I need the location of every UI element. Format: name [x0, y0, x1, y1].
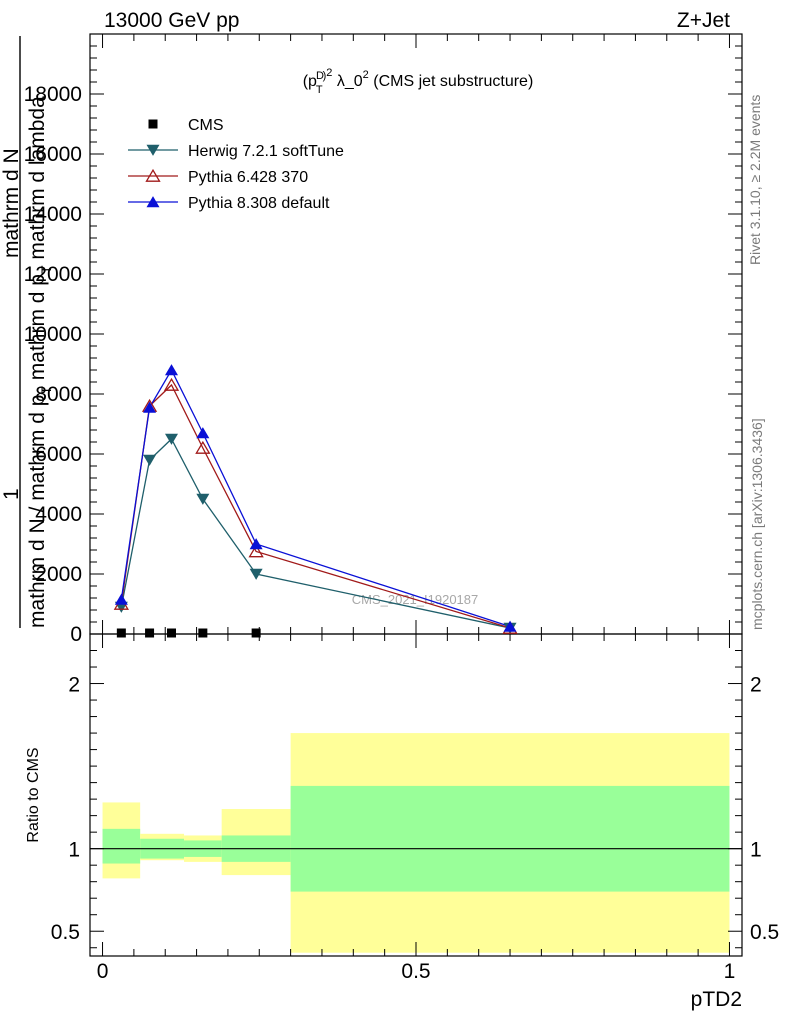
ratio-inner-band-0 — [102, 828, 141, 864]
data-point-pythia-8-308-default — [165, 364, 178, 376]
svg-text:mathrm d N: mathrm d N — [0, 148, 23, 258]
x-axis-label: pTD2 — [691, 988, 742, 1011]
plot-title: (pD T)2 λ_02 (CMS jet substructure) — [303, 67, 534, 96]
data-point-cms — [198, 628, 208, 638]
legend-marker — [145, 168, 161, 182]
x-tick-label: 0.5 — [401, 960, 430, 983]
legend: CMS Herwig 7.2.1 softTune Pythia 6.428 370… — [128, 117, 344, 212]
main-axis-ticks — [90, 34, 742, 635]
main-y-tick-label: 16000 — [24, 143, 82, 166]
series-markers — [113, 364, 518, 638]
data-point-cms — [167, 628, 176, 638]
legend-label: Pythia 6.428 370 — [188, 169, 308, 186]
main-y-tick-label: 14000 — [24, 203, 82, 226]
series-lines — [120, 368, 511, 629]
legend-label: Pythia 8.308 default — [188, 195, 330, 212]
ratio-y-tick-label-right: 2 — [750, 674, 762, 697]
data-point-herwig-7-2-1-softtune — [165, 433, 178, 445]
data-point-pythia-6-428-370 — [195, 440, 211, 454]
ratio-y-tick-label: 2 — [68, 674, 80, 697]
main-y-tick-label: 18000 — [24, 83, 82, 106]
side-text-mcplots: mcplots.cern.ch [arXiv:1306.3436] — [749, 418, 765, 630]
data-point-cms — [145, 628, 155, 638]
data-point-herwig-7-2-1-softtune — [249, 568, 263, 580]
data-point-pythia-6-428-370 — [163, 377, 180, 391]
data-point-pythia-8-308-default — [503, 620, 517, 632]
ratio-y-tick-labels: 0.5 0.5 1 1 2 2 — [51, 674, 779, 945]
data-point-cms — [116, 628, 126, 638]
legend-marker — [148, 119, 158, 129]
header-process: Z+Jet — [677, 9, 730, 32]
ratio-y-tick-label: 0.5 — [51, 921, 80, 944]
ratio-inner-band-4 — [290, 785, 730, 892]
header-energy: 13000 GeV pp — [104, 9, 239, 32]
ratio-y-label: Ratio to CMS — [25, 747, 42, 842]
data-point-pythia-8-308-default — [196, 427, 210, 439]
side-text-rivet: Rivet 3.1.10, ≥ 2.2M events — [747, 95, 763, 265]
ratio-y-tick-label-right: 1 — [750, 839, 762, 862]
main-y-tick-label: 8000 — [35, 383, 82, 406]
svg-text:mathrm d N / mathrm d pT mathr: mathrm d N / mathrm d pT mathrm d pT mat… — [26, 96, 54, 628]
x-tick-label: 1 — [724, 960, 736, 983]
data-point-pythia-8-308-default — [114, 593, 128, 605]
main-y-tick-label: 2000 — [35, 563, 82, 586]
legend-marker — [146, 196, 160, 208]
data-point-cms — [251, 628, 261, 638]
legend-label: CMS — [188, 117, 224, 134]
ratio-y-tick-label: 1 — [68, 839, 80, 862]
legend-label: Herwig 7.2.1 softTune — [188, 143, 344, 160]
x-tick-labels: 0 0.5 1 — [97, 960, 736, 983]
data-point-pythia-6-428-370 — [248, 544, 264, 558]
main-y-tick-label: 6000 — [35, 443, 82, 466]
main-y-tick-label: 4000 — [35, 503, 82, 526]
series-line-herwig-7-2-1-softtune — [120, 437, 511, 629]
data-point-pythia-8-308-default — [249, 538, 263, 550]
main-y-tick-label: 10000 — [24, 323, 82, 346]
ratio-bands — [102, 733, 730, 953]
legend-marker — [146, 144, 160, 156]
data-point-herwig-7-2-1-softtune — [196, 493, 210, 505]
x-tick-label: 0 — [97, 960, 109, 983]
main-y-tick-labels: 0 2000 4000 6000 8000 10000 12000 14000 16000 180… — [24, 83, 82, 646]
ratio-axis-ticks — [90, 634, 742, 956]
main-y-tick-label: 12000 — [24, 263, 82, 286]
main-y-tick-label: 0 — [70, 623, 82, 646]
svg-text:1: 1 — [0, 488, 23, 500]
data-point-pythia-8-308-default — [143, 401, 157, 413]
data-point-herwig-7-2-1-softtune — [143, 454, 157, 466]
main-y-label: mathrm d N / mathrm d pT mathrm d pT mat… — [0, 36, 54, 628]
ratio-y-tick-label-right: 0.5 — [750, 921, 779, 944]
series-line-pythia-8-308-default — [120, 368, 511, 628]
